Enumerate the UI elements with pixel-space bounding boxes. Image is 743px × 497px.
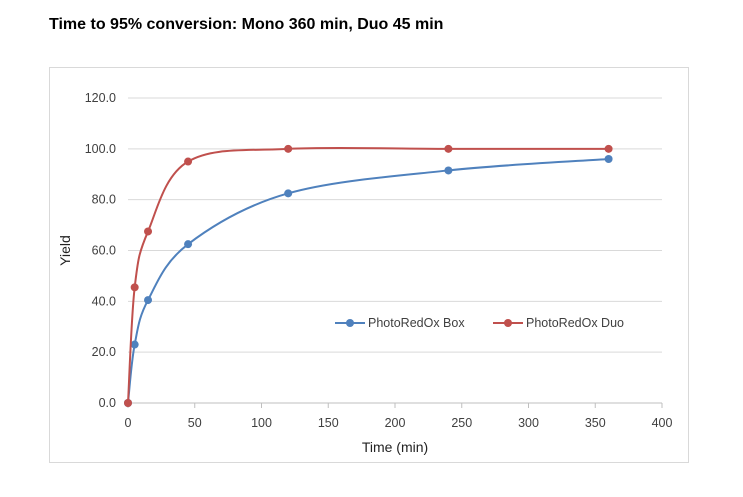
- series-line-1: [127, 146, 609, 404]
- data-point-series-1: [284, 144, 293, 153]
- x-tick-label: 200: [385, 416, 406, 430]
- y-tick-label: 100.0: [85, 142, 116, 156]
- x-tick-label: 350: [585, 416, 606, 430]
- x-tick-label: 250: [451, 416, 472, 430]
- y-tick-label: 0.0: [99, 396, 116, 410]
- data-point-series-1: [130, 283, 139, 292]
- data-point-series-0: [130, 340, 139, 349]
- x-tick-label: 400: [652, 416, 673, 430]
- data-point-series-1: [604, 144, 613, 153]
- x-tick-label: 0: [125, 416, 132, 430]
- x-tick-label: 150: [318, 416, 339, 430]
- legend-marker-1: [504, 319, 512, 327]
- y-tick-label: 80.0: [92, 193, 116, 207]
- data-point-series-1: [184, 157, 193, 166]
- data-point-series-0: [284, 189, 293, 198]
- x-tick-label: 300: [518, 416, 539, 430]
- y-axis-title: Yield: [57, 235, 73, 266]
- y-tick-label: 40.0: [92, 294, 116, 308]
- x-axis-title: Time (min): [362, 439, 428, 455]
- chart-frame: [49, 67, 689, 463]
- data-point-series-1: [144, 227, 153, 236]
- y-tick-label: 60.0: [92, 244, 116, 258]
- series-line-0: [127, 158, 609, 404]
- legend-label-0: PhotoRedOx Box: [368, 316, 465, 330]
- data-point-series-0: [184, 240, 193, 249]
- data-point-series-1: [444, 144, 453, 153]
- data-point-series-0: [604, 155, 613, 163]
- legend-marker-0: [346, 319, 354, 327]
- x-tick-label: 50: [188, 416, 202, 430]
- y-tick-label: 20.0: [92, 345, 116, 359]
- data-point-series-1: [124, 399, 132, 407]
- data-point-series-0: [444, 166, 453, 175]
- data-point-series-0: [144, 296, 153, 305]
- legend-label-1: PhotoRedOx Duo: [526, 316, 624, 330]
- page-title: Time to 95% conversion: Mono 360 min, Du…: [49, 16, 444, 33]
- y-tick-label: 120.0: [85, 91, 116, 105]
- x-tick-label: 100: [251, 416, 272, 430]
